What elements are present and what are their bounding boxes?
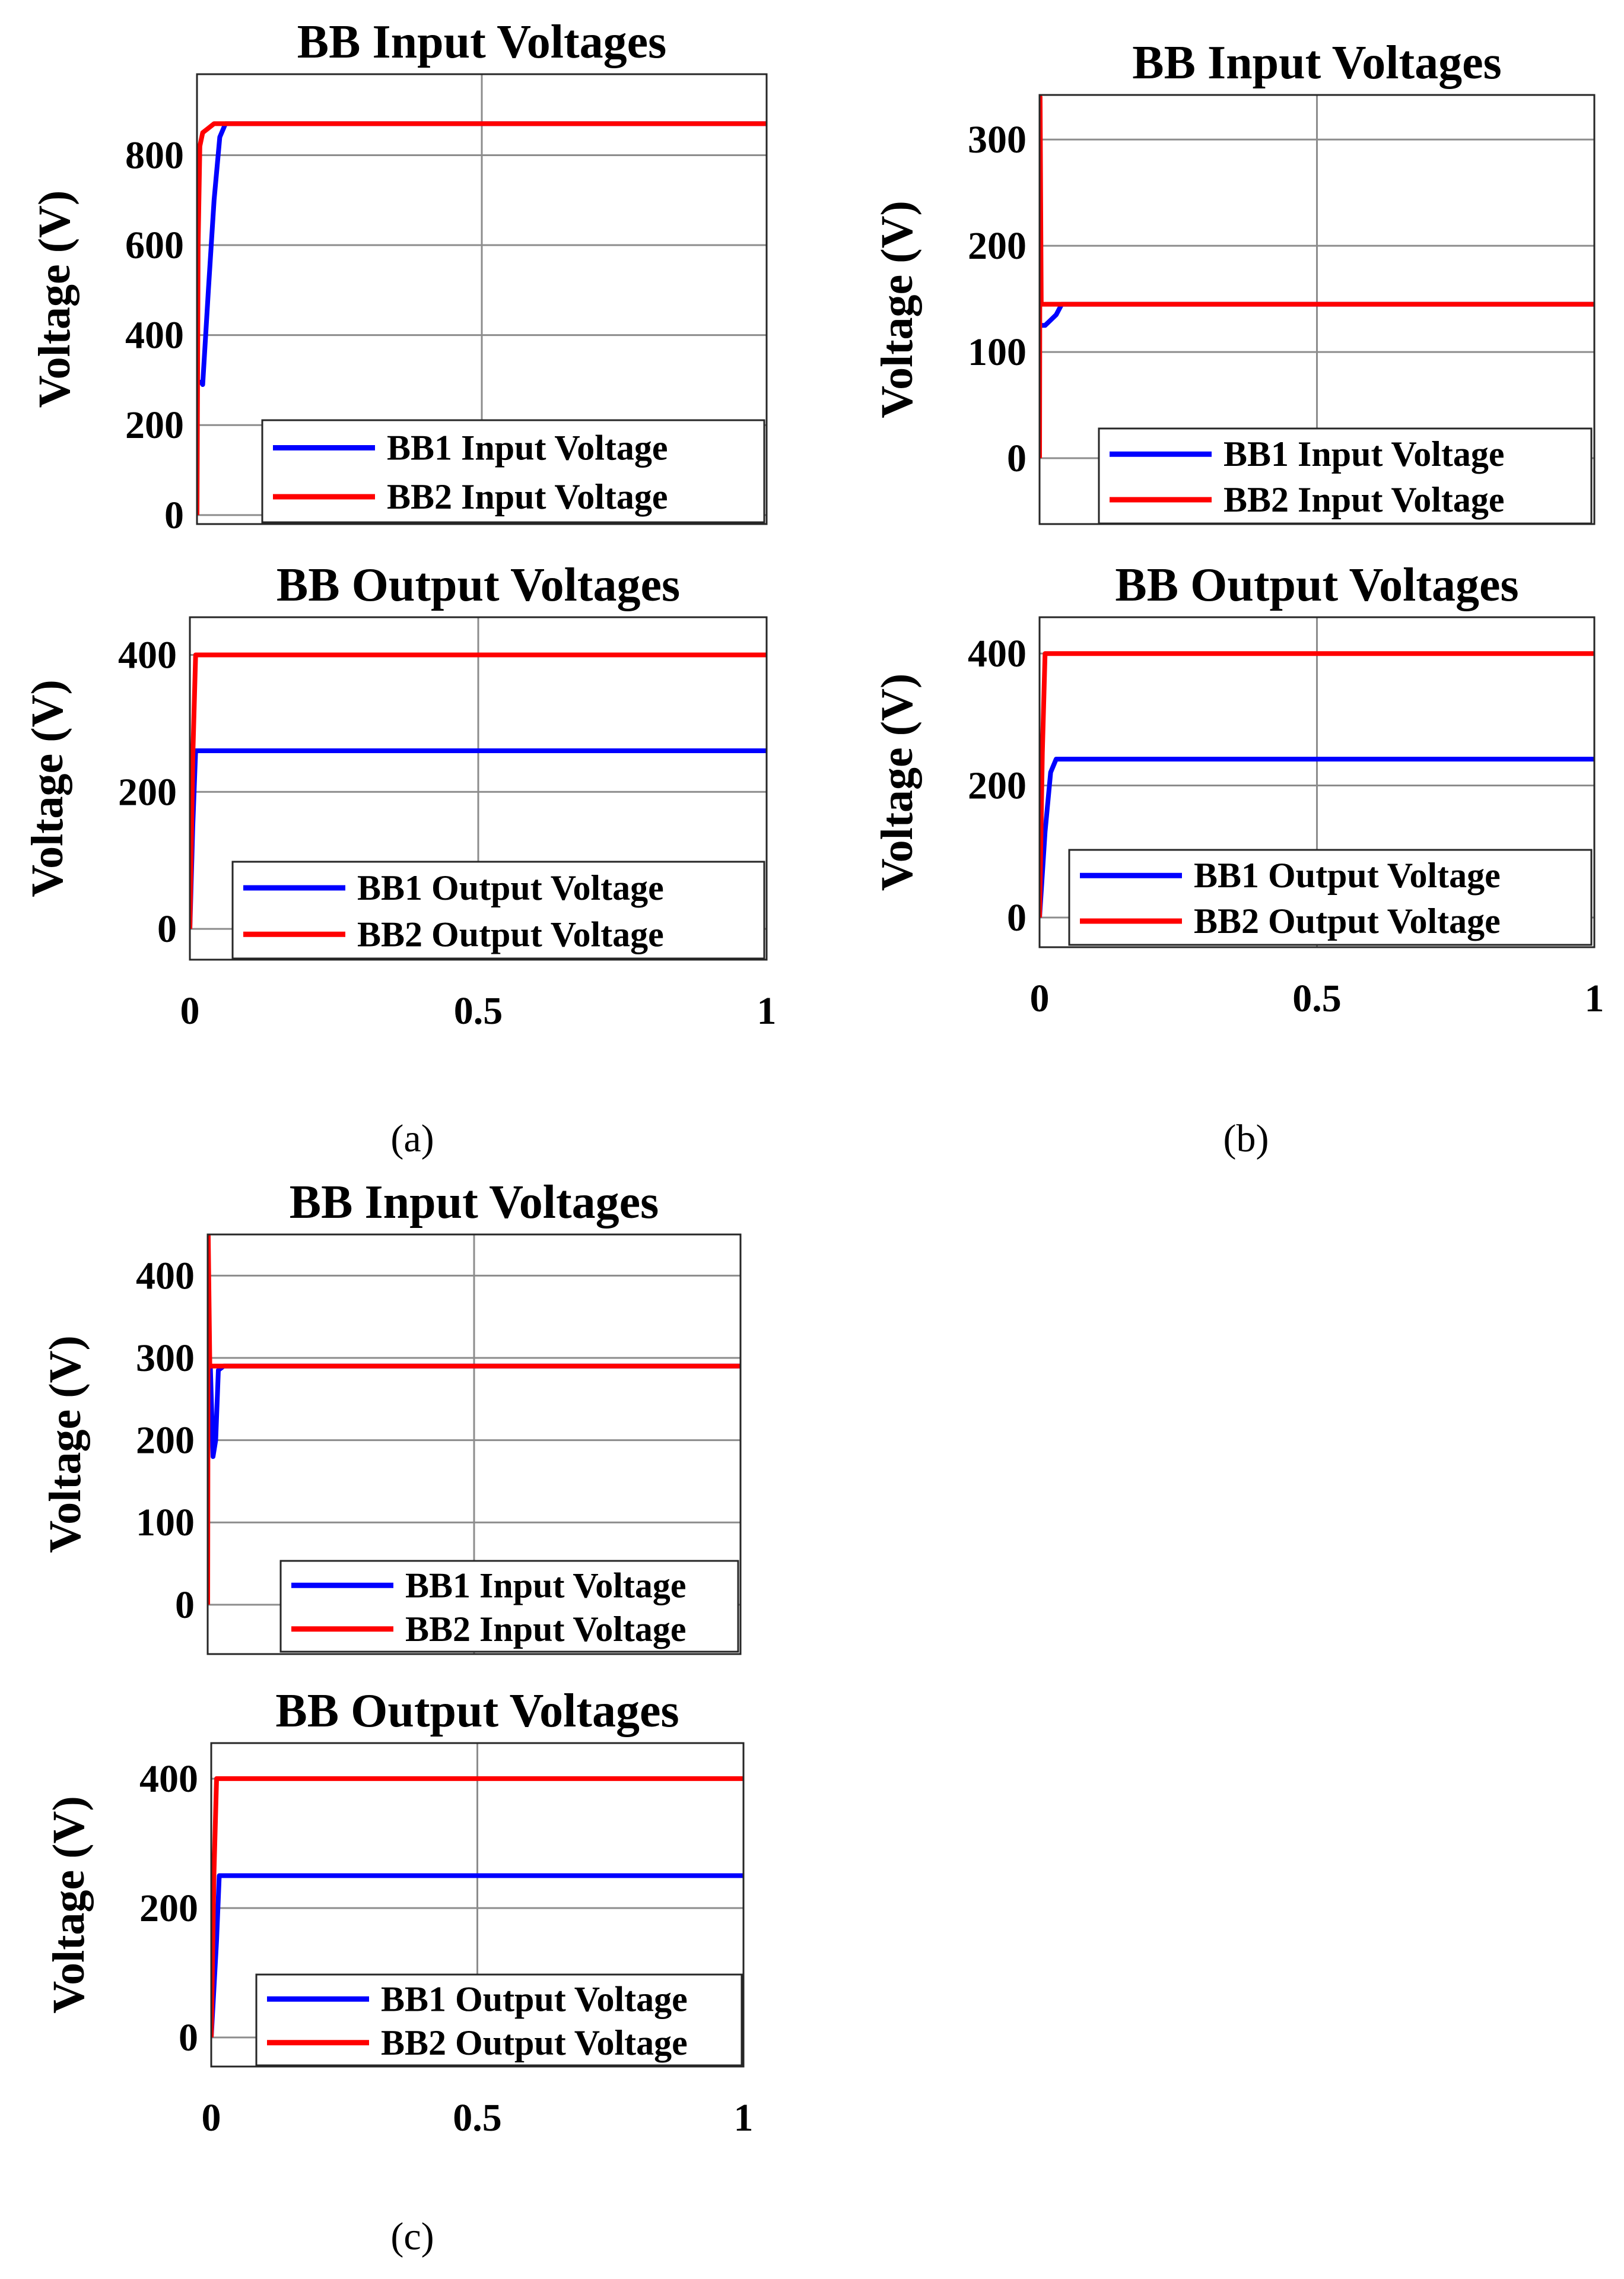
- legend-entry-bb1: BB1 Output Voltage: [381, 1979, 688, 2018]
- series-line-bb2: [211, 1776, 743, 2037]
- y-axis-label: Voltage (V): [23, 680, 72, 897]
- x-tick-label: 0.5: [1292, 977, 1342, 1020]
- y-tick-label: 0: [164, 494, 184, 537]
- chart-title: BB Output Voltages: [275, 1685, 679, 1737]
- legend: BB1 Input Voltage BB2 Input Voltage: [261, 419, 765, 523]
- legend-box: [255, 1973, 743, 2067]
- axes-frame: [196, 73, 768, 525]
- y-tick-label: 0: [157, 907, 177, 951]
- y-tick-label: 0: [1007, 437, 1026, 480]
- legend-box: [231, 861, 765, 960]
- axes-frame: [1038, 616, 1596, 948]
- panel-label-b: (b): [1223, 1117, 1269, 1160]
- x-tick-label: 0: [1030, 977, 1050, 1020]
- x-tick-label: 0.5: [454, 989, 503, 1033]
- legend: BB1 Input Voltage BB2 Input Voltage: [1098, 427, 1593, 525]
- y-tick-label: 800: [125, 134, 184, 177]
- y-tick-label: 200: [968, 224, 1026, 268]
- y-axis-label: Voltage (V): [30, 191, 80, 408]
- legend-entry-bb1: BB1 Input Voltage: [405, 1566, 687, 1605]
- series-line-bb1: [1040, 757, 1594, 918]
- legend-entry-bb1: BB1 Output Voltage: [1194, 856, 1501, 895]
- y-axis-label: Voltage (V): [872, 674, 922, 891]
- legend-entry-bb2: BB2 Input Voltage: [1223, 480, 1505, 519]
- y-tick-label: 400: [118, 633, 177, 677]
- chart-2: 0 200 400 0 0.5 1 BB Output Voltages Voltage (V…: [23, 559, 777, 1033]
- y-tick-label: 400: [125, 314, 184, 357]
- panel-label-a: (a): [390, 1117, 434, 1160]
- legend: BB1 Output Voltage BB2 Output Voltage: [1068, 849, 1593, 946]
- chart-4: 0 200 400 0 0.5 1 BB Output Voltages Voltage (V…: [872, 559, 1604, 1020]
- chart-5: 0 100 200 300 400 BB Input Voltages Voltage (V…: [40, 1176, 742, 1655]
- legend-entry-bb2: BB2 Output Voltage: [1194, 902, 1501, 941]
- legend-entry-bb1: BB1 Input Voltage: [1223, 434, 1505, 474]
- y-tick-label: 200: [118, 770, 177, 814]
- y-axis-label: Voltage (V): [44, 1796, 94, 2014]
- y-tick-label: 400: [139, 1757, 198, 1801]
- y-tick-label: 600: [125, 224, 184, 267]
- legend: BB1 Output Voltage BB2 Output Voltage: [231, 861, 765, 960]
- y-tick-label: 100: [968, 331, 1026, 374]
- chart-3: 0 100 200 300 BB Input Voltages Voltage (V) BB…: [872, 37, 1596, 525]
- x-tick-label: 1: [1585, 977, 1604, 1020]
- y-tick-label: 400: [136, 1254, 195, 1297]
- x-tick-label: 1: [757, 989, 777, 1033]
- series-line-bb2: [1040, 651, 1594, 918]
- legend-box: [261, 419, 765, 523]
- chart-title: BB Input Voltages: [1132, 37, 1501, 89]
- y-tick-label: 400: [968, 632, 1026, 675]
- legend-entry-bb1: BB1 Output Voltage: [357, 868, 664, 907]
- legend: BB1 Output Voltage BB2 Output Voltage: [255, 1973, 743, 2067]
- y-tick-label: 200: [136, 1419, 195, 1462]
- legend-box: [279, 1560, 739, 1653]
- chart-title: BB Output Voltages: [277, 559, 680, 611]
- legend-box: [1068, 849, 1593, 946]
- x-tick-label: 0.5: [453, 2096, 502, 2140]
- y-tick-label: 0: [179, 2016, 198, 2059]
- chart-title: BB Input Voltages: [290, 1176, 659, 1229]
- legend-entry-bb2: BB2 Output Voltage: [357, 915, 664, 954]
- x-tick-label: 0: [180, 989, 200, 1033]
- legend-entry-bb2: BB2 Input Voltage: [405, 1610, 687, 1649]
- panel-label-c: (c): [390, 2215, 434, 2258]
- x-tick-label: 0: [202, 2096, 221, 2140]
- y-tick-label: 300: [968, 118, 1026, 161]
- legend-entry-bb2: BB2 Output Voltage: [381, 2023, 688, 2062]
- y-tick-label: 200: [139, 1887, 198, 1930]
- y-tick-label: 0: [175, 1583, 195, 1627]
- legend-entry-bb2: BB2 Input Voltage: [387, 477, 668, 516]
- y-axis-label: Voltage (V): [872, 201, 922, 418]
- chart-title: BB Output Voltages: [1115, 559, 1518, 611]
- y-tick-label: 200: [968, 764, 1026, 808]
- y-axis-label: Voltage (V): [40, 1335, 90, 1553]
- y-tick-label: 300: [136, 1337, 195, 1380]
- chart-title: BB Input Voltages: [297, 16, 666, 68]
- axes-frame: [206, 1233, 742, 1655]
- y-tick-label: 200: [125, 404, 184, 447]
- axes-frame: [189, 616, 768, 961]
- chart-6: 0 200 400 0 0.5 1 BB Output Voltages Voltage (V…: [44, 1685, 754, 2140]
- legend-box: [1098, 427, 1593, 525]
- legend-entry-bb1: BB1 Input Voltage: [387, 428, 668, 467]
- chart-1: 0 200 400 600 800 BB Input Voltages Voltage (V…: [30, 16, 768, 537]
- series-line-bb2: [190, 652, 767, 929]
- y-tick-label: 0: [1007, 896, 1026, 939]
- series-line-bb2: [197, 121, 767, 515]
- legend: BB1 Input Voltage BB2 Input Voltage: [279, 1560, 739, 1653]
- x-tick-label: 1: [734, 2096, 754, 2140]
- y-tick-label: 100: [136, 1501, 195, 1544]
- axes-frame: [210, 1742, 745, 2068]
